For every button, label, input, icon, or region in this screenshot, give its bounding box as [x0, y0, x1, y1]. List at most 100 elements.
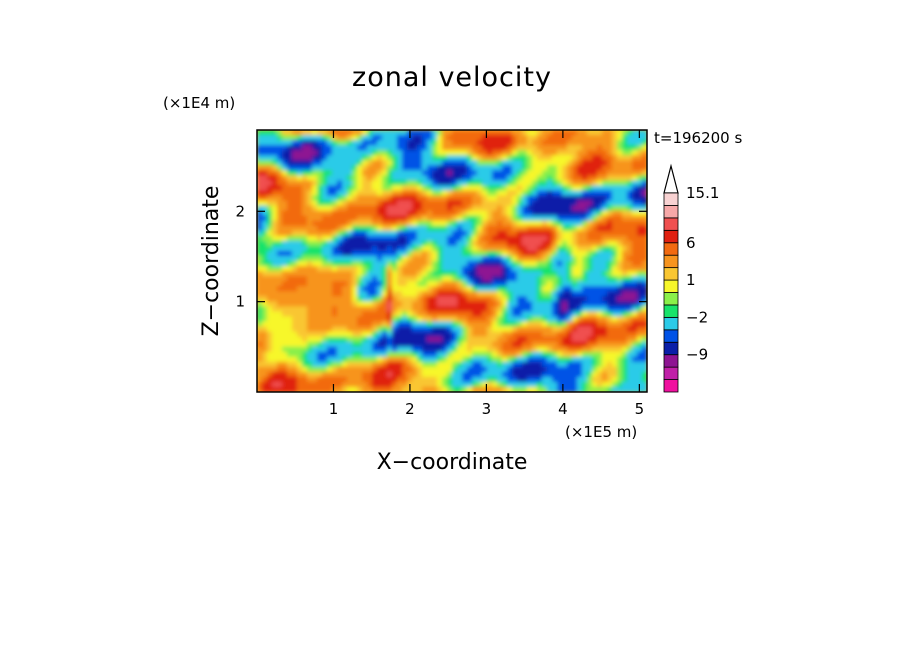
field-cell [397, 341, 403, 348]
field-cell [287, 361, 293, 368]
field-cell [347, 371, 353, 378]
field-cell [572, 356, 578, 363]
field-cell [342, 225, 348, 232]
field-cell [637, 281, 643, 287]
field-cell [322, 296, 328, 302]
field-cell [427, 250, 433, 257]
field-cell [392, 356, 398, 363]
field-cell [327, 210, 333, 217]
field-cell [387, 366, 393, 373]
field-cell [402, 230, 408, 237]
field-cell [352, 301, 358, 307]
field-cell [567, 195, 573, 202]
field-cell [612, 281, 618, 287]
field-cell [627, 276, 633, 282]
field-cell [527, 145, 533, 151]
field-cell [362, 160, 368, 166]
field-cell [302, 361, 308, 368]
field-cell [447, 155, 453, 161]
field-cell [412, 195, 418, 202]
field-cell [587, 316, 593, 323]
field-cell [452, 286, 458, 292]
field-cell [282, 276, 288, 282]
field-cell [387, 311, 393, 318]
field-cell [552, 261, 558, 267]
field-cell [282, 326, 288, 333]
field-cell [442, 371, 448, 378]
field-cell [472, 155, 478, 161]
field-cell [622, 321, 628, 328]
field-cell [257, 341, 263, 348]
field-cell [432, 311, 438, 318]
field-cell [497, 145, 503, 151]
field-cell [372, 200, 378, 207]
field-cell [317, 145, 323, 151]
field-cell [477, 291, 483, 297]
field-cell [552, 271, 558, 277]
field-cell [342, 155, 348, 161]
field-cell [497, 371, 503, 378]
field-cell [512, 175, 518, 181]
field-cell [352, 316, 358, 323]
field-cell [482, 130, 488, 136]
field-cell [362, 371, 368, 378]
field-cell [297, 356, 303, 363]
field-cell [302, 210, 308, 217]
field-cell [422, 381, 428, 388]
field-cell [542, 155, 548, 161]
field-cell [357, 261, 363, 267]
field-cell [577, 276, 583, 282]
field-cell [547, 346, 553, 353]
field-cell [432, 200, 438, 207]
field-cell [572, 286, 578, 292]
field-cell [447, 336, 453, 343]
field-cell [642, 240, 647, 247]
field-cell [602, 200, 608, 207]
field-cell [357, 326, 363, 333]
field-cell [337, 346, 343, 353]
field-cell [272, 341, 278, 348]
field-cell [417, 386, 423, 392]
field-cell [612, 286, 618, 292]
field-cell [577, 381, 583, 388]
field-cell [272, 240, 278, 247]
field-cell [597, 130, 603, 136]
field-cell [492, 160, 498, 166]
field-cell [437, 175, 443, 181]
field-cell [517, 205, 523, 212]
field-cell [622, 261, 628, 267]
field-cell [377, 255, 383, 262]
field-cell [362, 225, 368, 232]
field-cell [462, 356, 468, 363]
field-cell [257, 185, 263, 192]
field-cell [627, 210, 633, 217]
field-cell [317, 165, 323, 171]
field-cell [592, 235, 598, 242]
field-cell [427, 376, 433, 383]
field-cell [357, 376, 363, 383]
field-cell [597, 376, 603, 383]
field-cell [527, 326, 533, 333]
field-cell [472, 361, 478, 368]
field-cell [257, 180, 263, 187]
field-cell [427, 346, 433, 353]
field-cell [622, 311, 628, 318]
field-cell [612, 261, 618, 267]
field-cell [612, 366, 618, 373]
field-cell [407, 245, 413, 252]
field-cell [517, 240, 523, 247]
field-cell [357, 140, 363, 146]
field-cell [342, 321, 348, 328]
field-cell [592, 321, 598, 328]
field-cell [297, 185, 303, 192]
field-cell [392, 205, 398, 212]
field-cell [622, 155, 628, 161]
field-cell [582, 261, 588, 267]
field-cell [282, 301, 288, 307]
field-cell [432, 235, 438, 242]
field-cell [617, 376, 623, 383]
field-cell [372, 145, 378, 151]
field-cell [597, 386, 603, 392]
field-cell [457, 276, 463, 282]
field-cell [457, 130, 463, 136]
